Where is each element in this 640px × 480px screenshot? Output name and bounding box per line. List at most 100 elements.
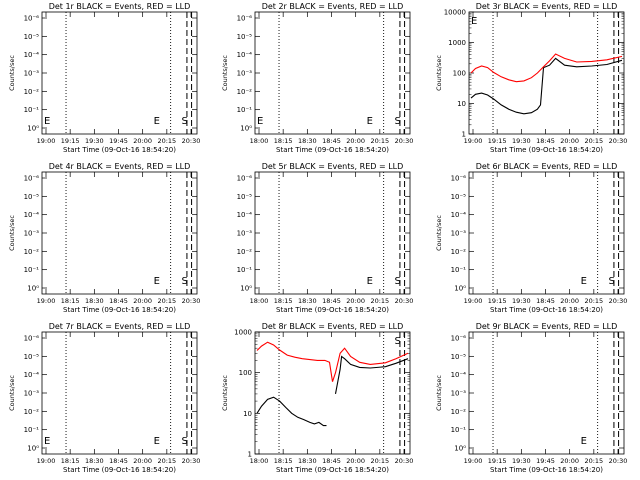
y-tick-label: 10⁻² — [237, 88, 253, 96]
x-axis-label: Start Time (09-Oct-16 18:54:20) — [276, 306, 389, 314]
y-tick-label: 1000 — [448, 39, 466, 47]
x-tick-label: 19:30 — [85, 137, 104, 145]
event-marker-e: E — [471, 16, 477, 27]
x-axis-label: Start Time (09-Oct-16 18:54:20) — [63, 466, 176, 474]
x-tick-label: 19:30 — [512, 457, 531, 465]
y-tick-label: 10⁻⁵ — [24, 193, 40, 201]
x-tick-label: 19:30 — [512, 137, 531, 145]
x-tick-label: 18:15 — [61, 457, 80, 465]
x-tick-label: 18:45 — [536, 297, 555, 305]
x-tick-label: 19:15 — [488, 457, 507, 465]
event-marker-s: S — [395, 276, 401, 287]
x-tick-label: 18:45 — [109, 297, 128, 305]
y-tick-label: 10⁻⁵ — [451, 193, 467, 201]
y-tick-label: 10⁻⁶ — [237, 175, 253, 183]
y-tick-label: 10⁻³ — [24, 390, 40, 398]
y-axis-label: Counts/sec — [435, 55, 443, 91]
event-marker-e: E — [367, 116, 373, 127]
y-tick-label: 10⁻¹ — [451, 426, 467, 434]
y-tick-label: 10⁻³ — [24, 230, 40, 238]
y-tick-label: 10⁻⁴ — [451, 211, 467, 219]
y-tick-label: 10⁻¹ — [24, 426, 40, 434]
y-axis-label: Counts/sec — [8, 55, 16, 91]
x-tick-label: 20:15 — [370, 297, 389, 305]
x-tick-label: 20:15 — [157, 457, 176, 465]
x-tick-label: 20:15 — [584, 297, 603, 305]
x-tick-label: 20:30 — [609, 457, 628, 465]
x-tick-label: 20:15 — [584, 137, 603, 145]
x-tick-label: 18:00 — [250, 457, 269, 465]
x-axis-label: Start Time (09-Oct-16 18:54:20) — [276, 466, 389, 474]
y-axis-label: Counts/sec — [221, 55, 229, 91]
panel-title: Det 6r BLACK = Events, RED = LLD — [476, 162, 618, 171]
y-tick-label: 10⁻⁵ — [237, 33, 253, 41]
y-axis-label: Counts/sec — [221, 375, 229, 411]
y-tick-label: 10⁻⁴ — [24, 51, 40, 59]
plot-frame — [41, 331, 198, 455]
x-tick-label: 19:00 — [37, 297, 56, 305]
x-tick-label: 20:30 — [182, 137, 201, 145]
y-tick-label: 10⁻³ — [237, 230, 253, 238]
y-tick-label: 10⁻² — [451, 408, 467, 416]
x-tick-label: 20:00 — [346, 137, 365, 145]
y-tick-label: 10⁰ — [454, 285, 466, 293]
x-tick-label: 18:00 — [250, 137, 269, 145]
x-tick-label: 18:00 — [250, 297, 269, 305]
panel-title: Det 9r BLACK = Events, RED = LLD — [476, 322, 618, 331]
plot-frame — [41, 11, 198, 135]
panel-title: Det 8r BLACK = Events, RED = LLD — [262, 322, 404, 331]
y-tick-label: 100 — [453, 70, 466, 78]
x-tick-label: 18:45 — [322, 457, 341, 465]
panel-title: Det 1r BLACK = Events, RED = LLD — [49, 2, 191, 11]
x-tick-label: 19:15 — [488, 297, 507, 305]
x-tick-label: 18:45 — [322, 137, 341, 145]
panel-title: Det 4r BLACK = Events, RED = LLD — [49, 162, 191, 171]
plot-frame — [254, 11, 411, 135]
x-tick-label: 18:30 — [85, 457, 104, 465]
panel-title: Det 7r BLACK = Events, RED = LLD — [49, 322, 191, 331]
y-tick-label: 10⁰ — [240, 285, 252, 293]
plot-frame — [468, 171, 625, 295]
event-marker-s: S — [182, 116, 188, 127]
x-tick-label: 20:30 — [395, 297, 414, 305]
y-tick-label: 10⁻¹ — [24, 266, 40, 274]
x-tick-label: 20:00 — [560, 457, 579, 465]
x-tick-label: 19:45 — [536, 457, 555, 465]
y-tick-label: 10 — [243, 410, 252, 418]
y-tick-label: 10⁻⁵ — [24, 353, 40, 361]
x-axis-label: Start Time (09-Oct-16 18:54:20) — [63, 146, 176, 154]
x-tick-label: 19:15 — [488, 137, 507, 145]
x-tick-label: 18:45 — [536, 137, 555, 145]
event-marker-e: E — [44, 116, 50, 127]
x-tick-label: 20:30 — [609, 297, 628, 305]
event-marker-e: E — [581, 436, 587, 447]
y-tick-label: 1000 — [234, 329, 252, 337]
y-tick-label: 10⁻¹ — [451, 266, 467, 274]
x-tick-label: 20:30 — [182, 297, 201, 305]
panel-det-8: Det 8r BLACK = Events, RED = LLD Counts/s… — [221, 322, 413, 474]
y-tick-label: 10⁻⁶ — [24, 335, 40, 343]
x-tick-label: 20:30 — [395, 137, 414, 145]
x-tick-label: 19:00 — [464, 457, 483, 465]
x-tick-label: 18:30 — [298, 457, 317, 465]
x-axis-label: Start Time (09-Oct-16 18:54:20) — [490, 146, 603, 154]
x-tick-label: 19:30 — [512, 297, 531, 305]
x-tick-label: 20:15 — [370, 137, 389, 145]
x-tick-label: 20:00 — [346, 297, 365, 305]
event-marker-s: S — [395, 336, 401, 347]
x-tick-label: 18:45 — [322, 297, 341, 305]
x-tick-label: 18:15 — [274, 297, 293, 305]
x-axis-label: Start Time (09-Oct-16 18:54:20) — [490, 466, 603, 474]
x-tick-label: 20:15 — [370, 457, 389, 465]
panel-det-2: Det 2r BLACK = Events, RED = LLD Counts/s… — [221, 2, 413, 154]
y-tick-label: 10⁻⁶ — [451, 335, 467, 343]
x-tick-label: 18:45 — [109, 457, 128, 465]
event-marker-e: E — [367, 276, 373, 287]
event-marker-e: E — [154, 276, 160, 287]
y-tick-label: 10⁻⁴ — [451, 371, 467, 379]
y-tick-label: 10⁻¹ — [237, 266, 253, 274]
y-tick-label: 10⁻⁴ — [237, 211, 253, 219]
series-red-line — [256, 341, 409, 382]
panel-det-9: Det 9r BLACK = Events, RED = LLD Counts/s… — [435, 322, 627, 474]
